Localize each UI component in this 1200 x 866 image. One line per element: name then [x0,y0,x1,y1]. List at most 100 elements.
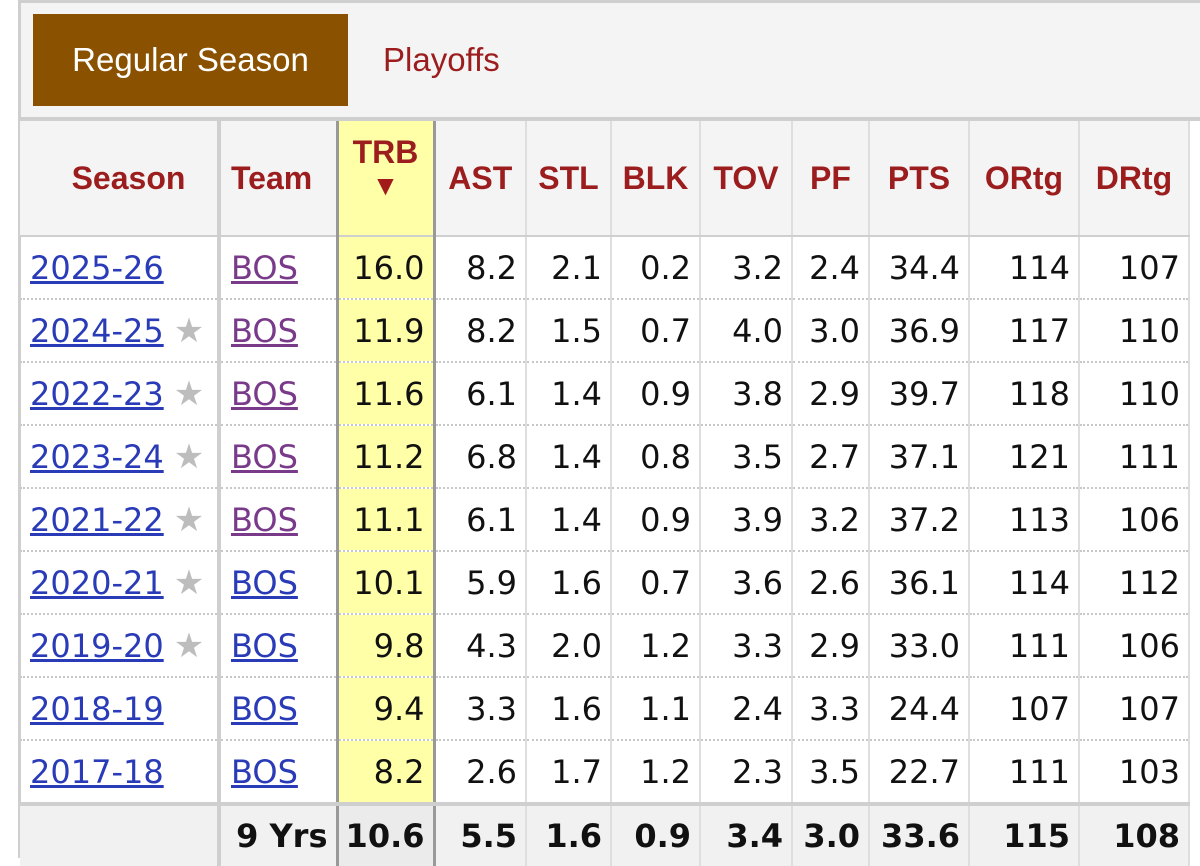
ortg-cell: 114 [969,551,1080,615]
frame-left-border [18,0,21,858]
tov-cell: 2.3 [700,740,793,805]
team-link[interactable]: BOS [231,500,298,539]
tov-cell: 3.9 [700,488,793,552]
blk-cell: 1.2 [611,614,701,678]
star-icon: ★ [173,625,205,666]
blk-cell: 0.7 [611,551,701,615]
blk-cell: 0.8 [611,425,701,489]
table-row: 2019-20 ★ BOS 9.8 4.3 2.0 1.2 3.3 2.9 33.0 111 106 [20,614,1190,678]
stl-cell: 1.6 [526,551,612,615]
season-cell: 2025-26 [20,236,220,300]
team-link[interactable]: BOS [231,689,298,728]
pts-cell: 24.4 [869,677,970,741]
stl-cell: 2.0 [526,614,612,678]
stl-cell: 2.1 [526,236,612,300]
header-row: Season Team TRB ▼ AST STL BLK TOV PF PTS… [20,121,1190,237]
pf-cell: 3.5 [792,740,870,805]
season-link[interactable]: 2022-23 [30,374,164,413]
table-row: 2022-23 ★ BOS 11.6 6.1 1.4 0.9 3.8 2.9 39.7 118 110 [20,362,1190,426]
season-link[interactable]: 2018-19 [30,689,164,728]
team-link[interactable]: BOS [231,626,298,665]
stl-cell: 1.5 [526,299,612,363]
season-link[interactable]: 2017-18 [30,752,164,791]
header-blk[interactable]: BLK [611,121,701,237]
career-spacer-cell [20,802,220,866]
blk-cell: 1.2 [611,740,701,805]
trb-cell: 16.0 [335,236,436,300]
pts-cell: 36.9 [869,299,970,363]
team-cell: BOS [217,299,338,363]
pf-cell: 2.4 [792,236,870,300]
ast-cell: 6.1 [434,488,527,552]
star-icon: ★ [173,499,205,540]
drtg-cell: 110 [1079,362,1190,426]
ast-cell: 3.3 [434,677,527,741]
season-link[interactable]: 2025-26 [30,248,164,287]
blk-cell: 0.7 [611,299,701,363]
tov-cell: 3.6 [700,551,793,615]
header-season[interactable]: Season [20,121,220,237]
ortg-cell: 118 [969,362,1080,426]
team-cell: BOS [217,614,338,678]
team-link[interactable]: BOS [231,374,298,413]
ortg-cell: 113 [969,488,1080,552]
season-type-tabs: Regular Season Playoffs [21,3,1200,117]
header-team[interactable]: Team [217,121,338,237]
stats-body: 2025-26 BOS 16.0 8.2 2.1 0.2 3.2 2.4 34.4 114 107 2… [20,236,1190,805]
stl-cell: 1.4 [526,362,612,426]
team-link[interactable]: BOS [231,563,298,602]
ast-cell: 5.9 [434,551,527,615]
tov-cell: 2.4 [700,677,793,741]
team-cell: BOS [217,362,338,426]
pts-cell: 34.4 [869,236,970,300]
tov-cell: 3.8 [700,362,793,426]
star-icon: ★ [173,436,205,477]
pts-cell: 36.1 [869,551,970,615]
season-link[interactable]: 2020-21 [30,563,164,602]
header-drtg[interactable]: DRtg [1079,121,1190,237]
tov-cell: 3.5 [700,425,793,489]
team-link[interactable]: BOS [231,437,298,476]
header-stl[interactable]: STL [526,121,612,237]
header-ortg[interactable]: ORtg [969,121,1080,237]
season-link[interactable]: 2023-24 [30,437,164,476]
pts-cell: 33.0 [869,614,970,678]
tab-playoffs[interactable]: Playoffs [383,41,500,78]
trb-cell: 11.1 [335,488,436,552]
header-trb-label: TRB [352,134,419,170]
season-cell: 2023-24 ★ [20,425,220,489]
season-link[interactable]: 2019-20 [30,626,164,665]
tab-regular-season[interactable]: Regular Season [33,14,348,106]
blk-cell: 0.2 [611,236,701,300]
stl-cell: 1.4 [526,425,612,489]
career-trb: 10.6 [335,802,436,866]
header-trb[interactable]: TRB ▼ [335,121,436,237]
team-link[interactable]: BOS [231,752,298,791]
season-link[interactable]: 2024-25 [30,311,164,350]
career-stl: 1.6 [526,802,612,866]
table-row: 2020-21 ★ BOS 10.1 5.9 1.6 0.7 3.6 2.6 36.1 114 112 [20,551,1190,615]
pts-cell: 39.7 [869,362,970,426]
stl-cell: 1.7 [526,740,612,805]
ast-cell: 2.6 [434,740,527,805]
pf-cell: 2.9 [792,362,870,426]
frame-top-border [18,0,1200,3]
ortg-cell: 121 [969,425,1080,489]
season-cell: 2021-22 ★ [20,488,220,552]
team-cell: BOS [217,236,338,300]
drtg-cell: 112 [1079,551,1190,615]
star-icon: ★ [173,373,205,414]
team-link[interactable]: BOS [231,248,298,287]
trb-cell: 8.2 [335,740,436,805]
team-link[interactable]: BOS [231,311,298,350]
header-tov[interactable]: TOV [700,121,793,237]
header-pts[interactable]: PTS [869,121,970,237]
drtg-cell: 106 [1079,488,1190,552]
header-ast[interactable]: AST [434,121,527,237]
drtg-cell: 103 [1079,740,1190,805]
drtg-cell: 110 [1079,299,1190,363]
trb-cell: 11.2 [335,425,436,489]
season-link[interactable]: 2021-22 [30,500,164,539]
ortg-cell: 117 [969,299,1080,363]
header-pf[interactable]: PF [792,121,870,237]
